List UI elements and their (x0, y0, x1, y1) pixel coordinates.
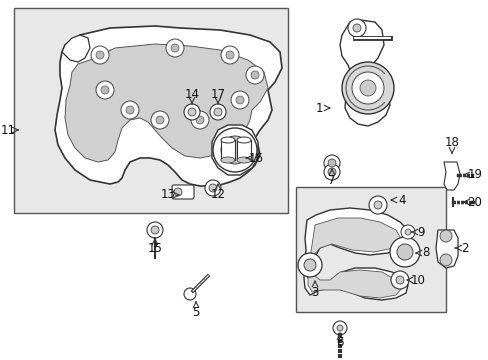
Ellipse shape (221, 157, 235, 163)
Text: 2: 2 (460, 242, 468, 255)
Bar (237, 140, 250, 160)
Circle shape (351, 72, 383, 104)
Circle shape (389, 237, 419, 267)
Text: 11: 11 (0, 123, 16, 136)
Text: 19: 19 (467, 168, 482, 181)
Text: 10: 10 (410, 274, 425, 287)
Polygon shape (443, 162, 459, 190)
Circle shape (327, 168, 335, 176)
Circle shape (151, 226, 159, 234)
Bar (14, 8, 287, 213)
Circle shape (439, 254, 451, 266)
Ellipse shape (221, 137, 235, 143)
Ellipse shape (237, 157, 250, 163)
Circle shape (396, 244, 412, 260)
Circle shape (373, 201, 381, 209)
Polygon shape (65, 44, 267, 162)
Circle shape (126, 106, 134, 114)
Text: 5: 5 (192, 306, 199, 319)
Text: 8: 8 (422, 247, 429, 260)
Circle shape (347, 19, 365, 37)
Text: 7: 7 (327, 174, 335, 186)
Circle shape (236, 96, 244, 104)
Circle shape (191, 111, 208, 129)
Polygon shape (435, 230, 457, 268)
Circle shape (336, 325, 342, 331)
Circle shape (332, 321, 346, 335)
Bar (295, 187, 445, 312)
Text: 18: 18 (444, 136, 459, 149)
Circle shape (225, 51, 234, 59)
Circle shape (96, 81, 114, 99)
Text: 12: 12 (210, 189, 225, 202)
Circle shape (324, 155, 339, 171)
Circle shape (214, 108, 222, 116)
Circle shape (368, 196, 386, 214)
Circle shape (359, 80, 375, 96)
Circle shape (245, 66, 264, 84)
Ellipse shape (237, 137, 250, 143)
Circle shape (121, 101, 139, 119)
Circle shape (221, 136, 248, 164)
Polygon shape (212, 125, 258, 175)
Circle shape (196, 116, 203, 124)
Circle shape (324, 164, 339, 180)
Circle shape (171, 44, 179, 52)
Circle shape (165, 39, 183, 57)
Polygon shape (304, 208, 407, 300)
Circle shape (439, 230, 451, 242)
Circle shape (213, 128, 257, 172)
Circle shape (183, 104, 200, 120)
Circle shape (208, 184, 217, 192)
Polygon shape (55, 26, 282, 186)
Bar (221, 140, 235, 160)
Text: 3: 3 (311, 285, 318, 298)
Text: 1: 1 (315, 102, 322, 114)
Circle shape (230, 91, 248, 109)
Circle shape (183, 288, 196, 300)
Circle shape (147, 222, 163, 238)
Circle shape (352, 24, 360, 32)
Circle shape (174, 188, 182, 196)
Circle shape (151, 111, 169, 129)
Text: 14: 14 (184, 87, 199, 100)
Circle shape (209, 104, 225, 120)
Circle shape (101, 86, 109, 94)
Circle shape (341, 62, 393, 114)
Circle shape (390, 271, 408, 289)
Text: 17: 17 (210, 87, 225, 100)
Circle shape (395, 276, 403, 284)
Circle shape (96, 51, 104, 59)
Text: 9: 9 (416, 225, 424, 238)
Circle shape (304, 259, 315, 271)
Circle shape (400, 225, 414, 239)
Text: 13: 13 (160, 189, 175, 202)
Circle shape (204, 180, 221, 196)
Text: 16: 16 (248, 152, 263, 165)
Polygon shape (307, 218, 401, 298)
Text: 6: 6 (336, 337, 343, 350)
Circle shape (404, 229, 410, 235)
Circle shape (250, 71, 259, 79)
Circle shape (297, 253, 321, 277)
Circle shape (221, 46, 239, 64)
Circle shape (327, 159, 335, 167)
Circle shape (187, 108, 196, 116)
Text: 15: 15 (147, 242, 162, 255)
Polygon shape (339, 20, 389, 126)
Circle shape (156, 116, 163, 124)
Text: 4: 4 (397, 194, 405, 207)
FancyBboxPatch shape (172, 185, 194, 199)
Polygon shape (62, 35, 90, 62)
Text: 20: 20 (467, 195, 482, 208)
Circle shape (91, 46, 109, 64)
